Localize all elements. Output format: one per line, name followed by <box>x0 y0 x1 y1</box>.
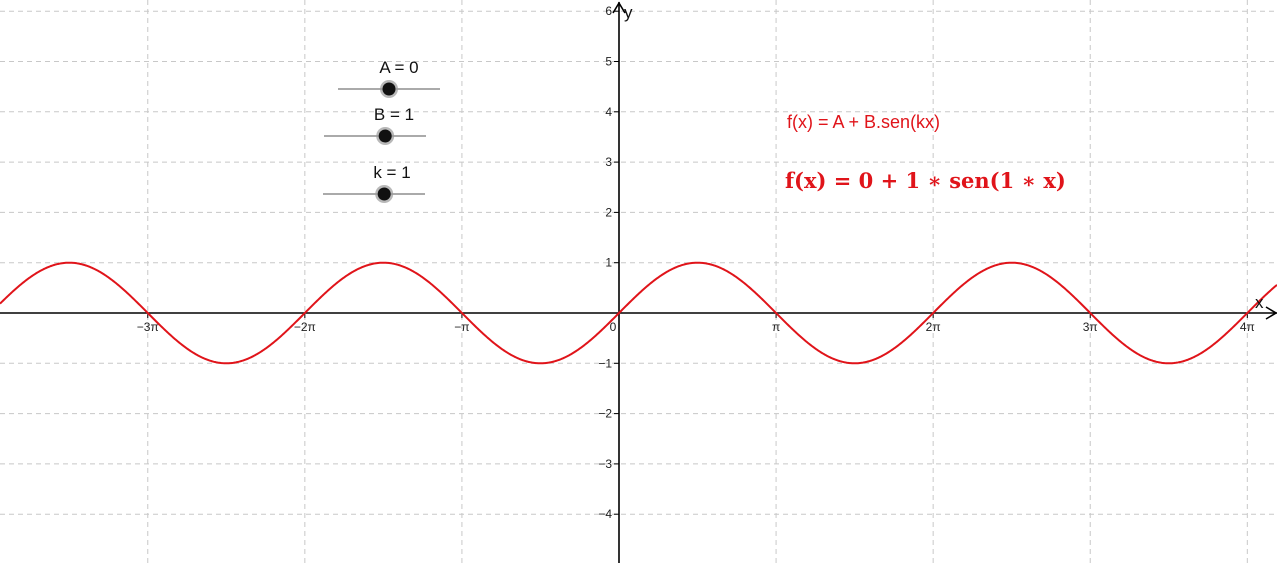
slider-knob-dot[interactable] <box>378 129 392 143</box>
x-tick-label: −2π <box>294 320 316 334</box>
x-tick-label: −π <box>454 320 469 334</box>
slider-b-label: B = 1 <box>374 105 414 124</box>
formula-evaluated-text[interactable]: f(x) = 0 + 1 ∗ sen(1 ∗ x) <box>785 168 1066 193</box>
y-tick-label: −1 <box>598 356 612 370</box>
y-axis-label: y <box>624 3 633 22</box>
function-graph[interactable] <box>0 261 1277 365</box>
formula-definition-text[interactable]: f(x) = A + B.sen(kx) <box>787 112 940 132</box>
tick-labels: −3π −2π −π π 2π 3π 4π 0 6 5 4 3 2 1 −1 −2 −3 −4 <box>137 4 1255 521</box>
slider-a[interactable]: A = 0 <box>338 58 440 98</box>
y-tick-label: 2 <box>605 205 612 219</box>
slider-b[interactable]: B = 1 <box>324 105 426 145</box>
slider-a-knob[interactable] <box>380 80 398 98</box>
slider-a-label: A = 0 <box>379 58 418 77</box>
sliders[interactable]: A = 0 B = 1 k = 1 <box>323 58 440 203</box>
origin-label: 0 <box>610 320 617 334</box>
slider-knob-dot[interactable] <box>382 82 396 96</box>
y-axis-arrow <box>612 1 626 14</box>
slider-b-knob[interactable] <box>376 127 395 145</box>
x-tick-label: 3π <box>1083 320 1098 334</box>
x-tick-label: 4π <box>1240 320 1255 334</box>
y-tick-label: −4 <box>598 507 612 521</box>
y-tick-label: −3 <box>598 457 612 471</box>
y-tick-label: −2 <box>598 407 612 421</box>
y-tick-label: 6 <box>605 4 612 18</box>
slider-k-label: k = 1 <box>373 163 410 182</box>
sine-curve[interactable] <box>0 261 1277 365</box>
y-tick-label: 5 <box>605 55 612 69</box>
slider-knob-dot[interactable] <box>377 187 391 201</box>
slider-k[interactable]: k = 1 <box>323 163 425 203</box>
x-axis-label: x <box>1255 293 1264 312</box>
x-tick-label: −3π <box>137 320 159 334</box>
y-tick-label: 3 <box>605 155 612 169</box>
x-tick-label: 2π <box>926 320 941 334</box>
x-axis-arrow <box>1265 306 1277 320</box>
slider-k-knob[interactable] <box>375 185 394 203</box>
y-tick-label: 1 <box>605 256 612 270</box>
y-tick-label: 4 <box>605 105 612 119</box>
x-tick-label: π <box>772 320 780 334</box>
